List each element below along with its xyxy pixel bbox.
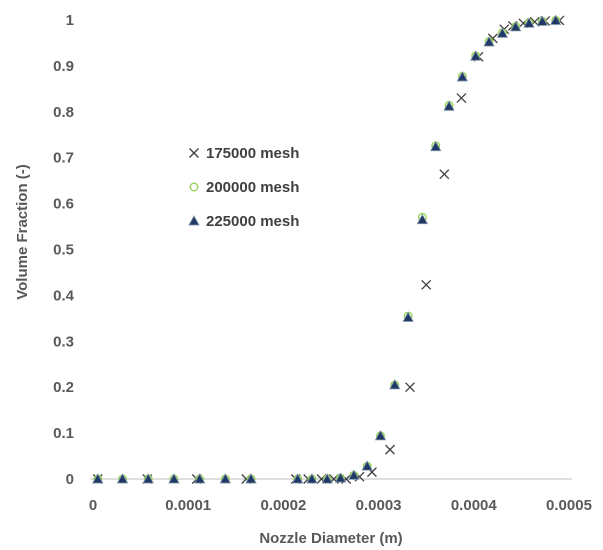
legend-label: 175000 mesh <box>206 145 299 162</box>
y-axis-title: Volume Fraction (-) <box>14 164 31 300</box>
y-tick-label: 0.9 <box>53 58 74 75</box>
y-tick-label: 0 <box>66 471 74 488</box>
x-axis-ticks: 0 0.0001 0.0002 0.0003 0.0004 0.0005 <box>89 497 592 514</box>
series-200000-mesh <box>94 17 560 483</box>
y-tick-label: 0.6 <box>53 196 74 213</box>
y-tick-label: 0.1 <box>53 425 74 442</box>
series-175000-mesh <box>93 16 564 484</box>
legend-marker-circle-open <box>190 183 198 191</box>
data-point <box>457 94 466 103</box>
x-tick-label: 0.0003 <box>356 497 402 514</box>
data-point <box>386 445 395 454</box>
y-tick-label: 0.2 <box>53 379 74 396</box>
data-point <box>406 383 415 392</box>
y-tick-label: 0.4 <box>53 287 75 304</box>
data-points <box>93 15 564 483</box>
x-tick-label: 0.0004 <box>451 497 498 514</box>
x-tick-label: 0 <box>89 497 97 514</box>
x-tick-label: 0.0002 <box>260 497 306 514</box>
x-tick-label: 0.0005 <box>546 497 592 514</box>
legend-label: 225000 mesh <box>206 213 299 230</box>
x-tick-label: 0.0001 <box>165 497 211 514</box>
y-tick-label: 1 <box>66 12 74 29</box>
legend-marker-triangle <box>189 216 199 225</box>
y-axis-ticks: 0 0.1 0.2 0.3 0.4 0.5 0.6 0.7 0.8 0.9 1 <box>53 12 75 488</box>
legend-marker-x <box>190 149 199 158</box>
data-point <box>422 280 431 289</box>
data-point <box>440 170 449 179</box>
y-tick-label: 0.7 <box>53 150 74 167</box>
series-225000-mesh <box>93 15 561 483</box>
y-tick-label: 0.5 <box>53 242 74 259</box>
legend-label: 200000 mesh <box>206 179 299 196</box>
x-axis-title: Nozzle Diameter (m) <box>259 530 402 547</box>
legend: 175000 mesh 200000 mesh 225000 mesh <box>189 145 299 230</box>
y-tick-label: 0.8 <box>53 104 74 121</box>
plot-area: 0 0.1 0.2 0.3 0.4 0.5 0.6 0.7 0.8 0.9 1 0 0.0001 0.0… <box>53 12 592 514</box>
y-tick-label: 0.3 <box>53 333 74 350</box>
